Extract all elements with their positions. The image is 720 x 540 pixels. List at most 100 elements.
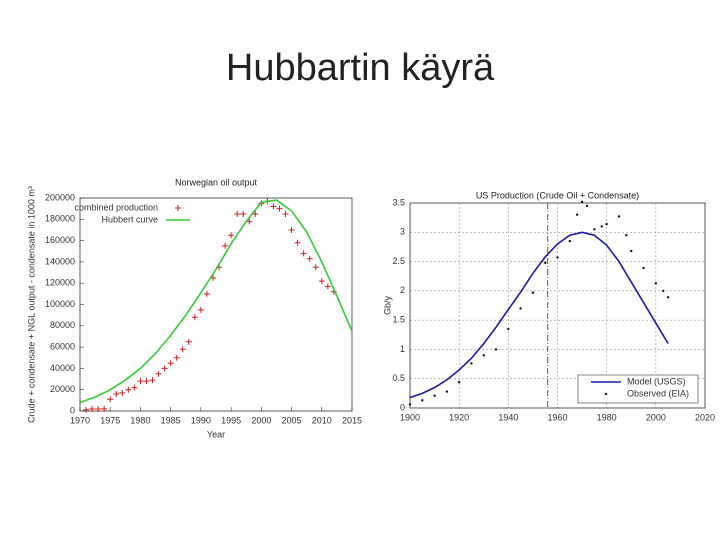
legend-label: Observed (EIA) bbox=[627, 388, 689, 398]
data-point bbox=[494, 348, 498, 351]
y-tick-label: 1 bbox=[400, 344, 405, 354]
data-point bbox=[240, 210, 247, 217]
x-tick-label: 2000 bbox=[646, 412, 666, 422]
data-point bbox=[197, 306, 204, 313]
y-tick-label: 0.5 bbox=[392, 373, 405, 383]
data-point bbox=[228, 232, 235, 239]
data-point bbox=[580, 200, 584, 204]
data-point bbox=[625, 234, 628, 237]
data-point bbox=[179, 346, 186, 353]
data-point bbox=[662, 289, 665, 293]
y-tick-label: 200000 bbox=[45, 192, 75, 202]
data-point bbox=[185, 338, 192, 345]
x-tick-label: 2020 bbox=[695, 412, 715, 422]
data-point bbox=[252, 210, 259, 217]
slide-title: Hubbartin käyrä bbox=[226, 47, 495, 89]
data-point bbox=[137, 378, 144, 385]
y-tick-label: 0 bbox=[70, 405, 75, 415]
y-tick-label: 80000 bbox=[50, 320, 75, 330]
y-tick-label: 2 bbox=[400, 285, 405, 295]
x-tick-label: 1990 bbox=[191, 415, 211, 425]
data-point bbox=[654, 282, 658, 285]
x-tick-label: 1975 bbox=[100, 415, 120, 425]
y-tick-label: 20000 bbox=[50, 384, 75, 394]
x-tick-label: 1970 bbox=[70, 415, 90, 425]
y-tick-label: 160000 bbox=[45, 235, 75, 245]
x-tick-label: 1980 bbox=[597, 412, 617, 422]
data-point bbox=[101, 405, 108, 412]
x-tick-label: 2015 bbox=[342, 415, 362, 425]
data-point bbox=[282, 210, 289, 217]
data-point bbox=[167, 360, 174, 367]
data-point bbox=[312, 264, 319, 271]
data-point bbox=[95, 405, 102, 412]
data-point bbox=[507, 327, 510, 331]
chart-title: US Production (Crude Oil + Condensate) bbox=[476, 190, 639, 200]
data-point bbox=[270, 203, 277, 210]
y-tick-label: 1.5 bbox=[392, 315, 405, 325]
chart-title: Norwegian oil output bbox=[175, 177, 258, 187]
data-point bbox=[191, 314, 198, 321]
x-tick-label: 2000 bbox=[251, 415, 271, 425]
data-point bbox=[276, 205, 283, 212]
data-point bbox=[519, 307, 522, 310]
y-axis-label: Crude + condensate + NGL output - conden… bbox=[26, 186, 36, 423]
data-point bbox=[433, 394, 436, 397]
y-tick-label: 0 bbox=[400, 402, 405, 412]
data-point bbox=[642, 266, 645, 270]
data-point bbox=[294, 239, 301, 246]
data-line bbox=[79, 199, 353, 404]
y-tick-label: 3 bbox=[400, 227, 405, 237]
x-tick-label: 1985 bbox=[161, 415, 181, 425]
data-point bbox=[630, 249, 633, 253]
y-axis-label: Gb/y bbox=[382, 296, 392, 316]
data-point bbox=[246, 218, 253, 225]
data-point bbox=[531, 291, 535, 294]
data-point bbox=[119, 389, 126, 396]
y-tick-label: 100000 bbox=[45, 299, 75, 309]
y-tick-label: 180000 bbox=[45, 214, 75, 224]
y-tick-label: 2.5 bbox=[392, 256, 405, 266]
data-point bbox=[585, 204, 589, 208]
data-line bbox=[409, 231, 669, 399]
data-point bbox=[222, 242, 229, 249]
data-point bbox=[544, 261, 547, 264]
x-tick-label: 1900 bbox=[400, 412, 420, 422]
x-tick-label: 1995 bbox=[221, 415, 241, 425]
data-point bbox=[421, 399, 424, 402]
data-point bbox=[605, 222, 608, 226]
data-point bbox=[107, 396, 114, 403]
legend-box bbox=[577, 374, 699, 404]
legend-swatch bbox=[604, 392, 608, 396]
data-point bbox=[408, 403, 412, 406]
data-point bbox=[482, 354, 485, 357]
data-point bbox=[617, 215, 621, 218]
data-point bbox=[600, 225, 603, 228]
legend-label: Model (USGS) bbox=[627, 376, 686, 386]
data-point bbox=[575, 213, 579, 216]
x-tick-label: 1980 bbox=[130, 415, 150, 425]
y-tick-label: 120000 bbox=[45, 278, 75, 288]
data-point bbox=[306, 255, 313, 262]
data-point bbox=[445, 390, 449, 393]
x-tick-label: 1920 bbox=[449, 412, 469, 422]
y-tick-label: 40000 bbox=[50, 363, 75, 373]
x-tick-label: 2010 bbox=[312, 415, 332, 425]
data-point bbox=[324, 283, 331, 290]
data-point bbox=[155, 370, 162, 377]
data-point bbox=[288, 226, 295, 233]
data-point bbox=[556, 256, 559, 259]
x-tick-label: 2005 bbox=[282, 415, 302, 425]
data-point bbox=[203, 290, 210, 297]
x-tick-label: 1940 bbox=[498, 412, 518, 422]
y-tick-label: 140000 bbox=[45, 256, 75, 266]
plot-frame bbox=[79, 197, 353, 412]
data-point bbox=[143, 378, 150, 385]
data-point bbox=[149, 377, 156, 384]
data-point bbox=[173, 354, 180, 361]
data-point bbox=[666, 296, 670, 299]
data-point bbox=[83, 406, 90, 413]
x-axis-label: Year bbox=[207, 429, 225, 439]
data-point bbox=[593, 228, 596, 231]
